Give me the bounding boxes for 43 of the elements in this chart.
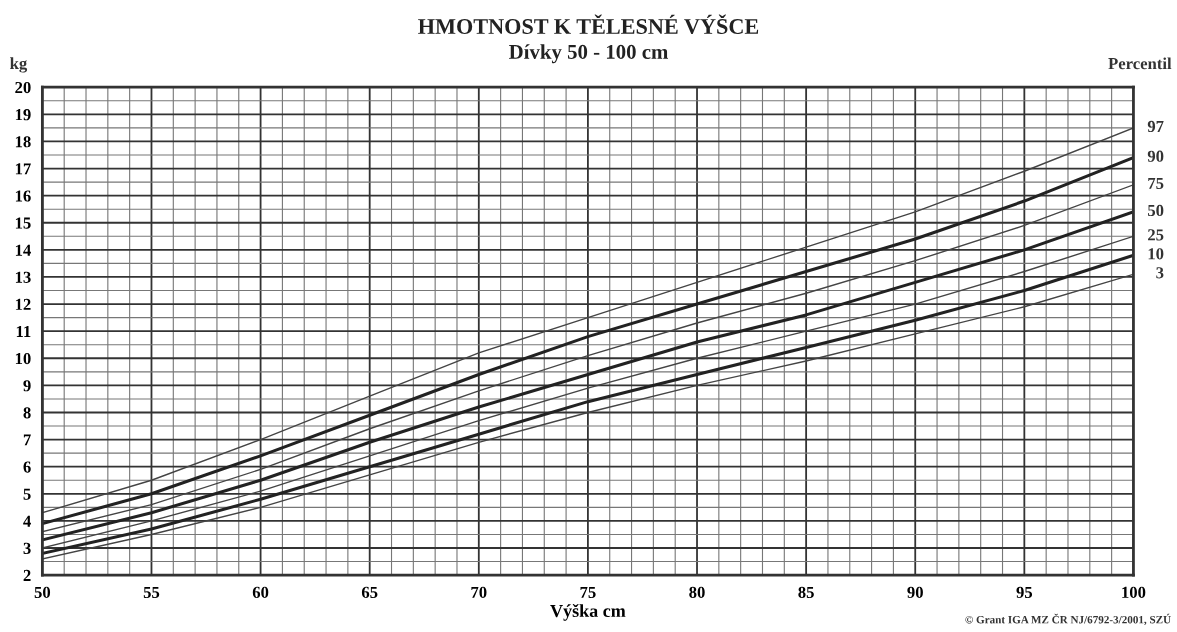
x-tick-label: 80 [689, 586, 705, 598]
x-tick-label: 85 [798, 586, 814, 598]
x-tick-label: 65 [361, 586, 378, 598]
y-tick-label: 20 [15, 81, 31, 94]
y-tick-label: 9 [23, 380, 31, 392]
y-tick-label: 10 [15, 352, 31, 365]
x-tick-label: 95 [1016, 586, 1033, 598]
y-tick-label: 5 [23, 488, 31, 500]
series-label: 97 [1147, 120, 1164, 133]
x-axis-title: Výška cm [550, 604, 626, 621]
series-label: 10 [1148, 248, 1164, 260]
y-tick-label: 7 [23, 434, 31, 446]
y-tick-label: 3 [23, 542, 31, 554]
series-label: 25 [1148, 229, 1164, 241]
y-tick-label: 13 [15, 271, 31, 283]
y-tick-label: 18 [15, 136, 31, 148]
x-tick-label: 50 [34, 586, 51, 598]
series-label: 50 [1148, 204, 1164, 217]
y-tick-label: 4 [23, 515, 31, 527]
y-tick-label: 19 [15, 109, 31, 121]
x-tick-label: 70 [471, 586, 487, 598]
chart-subtitle: Dívky 50 - 100 cm [509, 44, 668, 64]
y-tick-label: 16 [15, 190, 31, 202]
y-tick-label: 8 [23, 407, 31, 419]
legend-title: Percentil [1108, 57, 1172, 70]
chart-title: HMOTNOST K TĚLESNÉ VÝŠCE [418, 14, 759, 35]
text: © Grant IGA MZ ČR NJ/6792-3/2001, SZÚ [965, 613, 1171, 626]
x-tick-label: 90 [907, 586, 923, 598]
x-tick-label: 100 [1122, 586, 1146, 598]
y-tick-label: 2 [23, 569, 31, 581]
y-tick-label: 12 [15, 298, 31, 310]
y-tick-label: 17 [15, 163, 31, 175]
x-tick-label: 75 [580, 586, 596, 598]
y-axis-title: kg [10, 57, 28, 73]
x-tick-label: 55 [143, 586, 160, 598]
series-label: 90 [1147, 150, 1164, 162]
y-tick-label: 6 [23, 461, 31, 473]
series-label: 75 [1148, 177, 1164, 189]
series-label: 3 [1156, 267, 1164, 279]
y-tick-label: 14 [15, 244, 31, 256]
x-tick-label: 60 [252, 586, 269, 598]
y-tick-label: 15 [15, 217, 31, 229]
y-tick-label: 11 [16, 325, 31, 337]
